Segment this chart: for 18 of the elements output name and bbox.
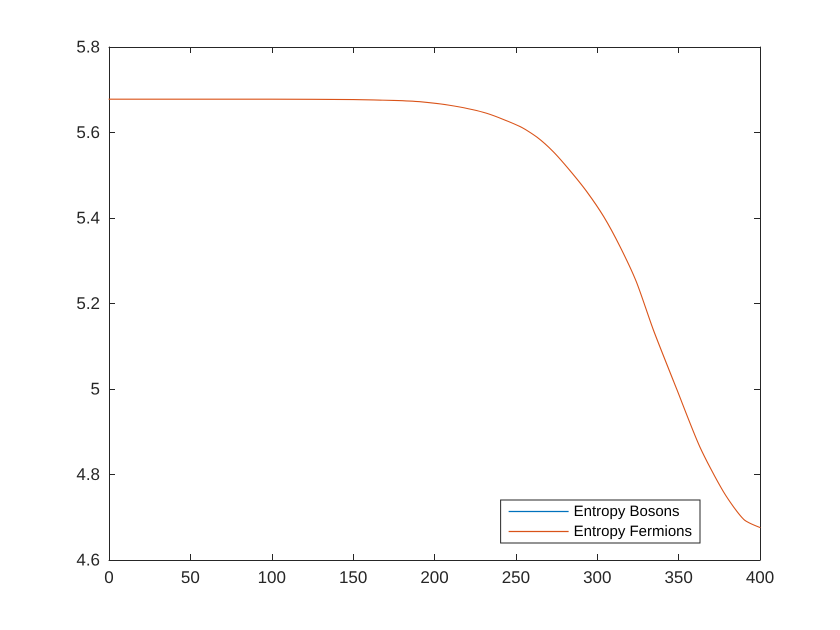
x-tick-label: 0 <box>104 568 114 587</box>
x-tick-label: 300 <box>583 568 612 587</box>
x-tick-label: 200 <box>420 568 449 587</box>
y-tick-label: 5.2 <box>76 294 100 313</box>
legend-label: Entropy Fermions <box>574 523 692 540</box>
legend-label: Entropy Bosons <box>574 503 680 520</box>
x-tick-label: 100 <box>258 568 286 587</box>
y-tick-label: 5 <box>90 380 100 398</box>
y-tick-label: 5.6 <box>76 123 100 142</box>
x-tick-label: 400 <box>746 568 774 587</box>
x-tick-label: 350 <box>664 568 693 587</box>
x-tick-label: 150 <box>338 568 368 587</box>
y-tick-label: 4.8 <box>76 465 100 484</box>
y-tick-label: 4.6 <box>76 550 100 570</box>
x-tick-label: 50 <box>180 568 200 587</box>
y-tick-label: 5.4 <box>76 208 100 228</box>
y-tick-label: 5.8 <box>76 38 100 56</box>
x-tick-label: 250 <box>502 568 530 587</box>
